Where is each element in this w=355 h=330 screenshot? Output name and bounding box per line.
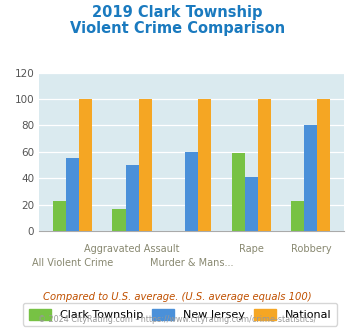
Text: Murder & Mans...: Murder & Mans...	[150, 258, 234, 268]
Text: Robbery: Robbery	[290, 244, 331, 254]
Bar	[291, 201, 304, 231]
Bar	[185, 152, 198, 231]
Text: Rape: Rape	[239, 244, 264, 254]
Bar	[113, 209, 126, 231]
Bar	[66, 158, 79, 231]
Bar	[126, 165, 139, 231]
Text: Compared to U.S. average. (U.S. average equals 100): Compared to U.S. average. (U.S. average …	[43, 292, 312, 302]
Bar	[317, 99, 331, 231]
Bar	[139, 99, 152, 231]
Bar	[198, 99, 211, 231]
Text: Violent Crime Comparison: Violent Crime Comparison	[70, 21, 285, 36]
Bar	[304, 125, 317, 231]
Text: Aggravated Assault: Aggravated Assault	[84, 244, 180, 254]
Bar	[258, 99, 271, 231]
Legend: Clark Township, New Jersey, National: Clark Township, New Jersey, National	[23, 303, 337, 326]
Text: © 2024 CityRating.com - https://www.cityrating.com/crime-statistics/: © 2024 CityRating.com - https://www.city…	[38, 315, 317, 324]
Bar	[53, 201, 66, 231]
Bar	[245, 177, 258, 231]
Bar	[231, 153, 245, 231]
Text: 2019 Clark Township: 2019 Clark Township	[92, 5, 263, 20]
Text: All Violent Crime: All Violent Crime	[32, 258, 113, 268]
Bar	[79, 99, 92, 231]
